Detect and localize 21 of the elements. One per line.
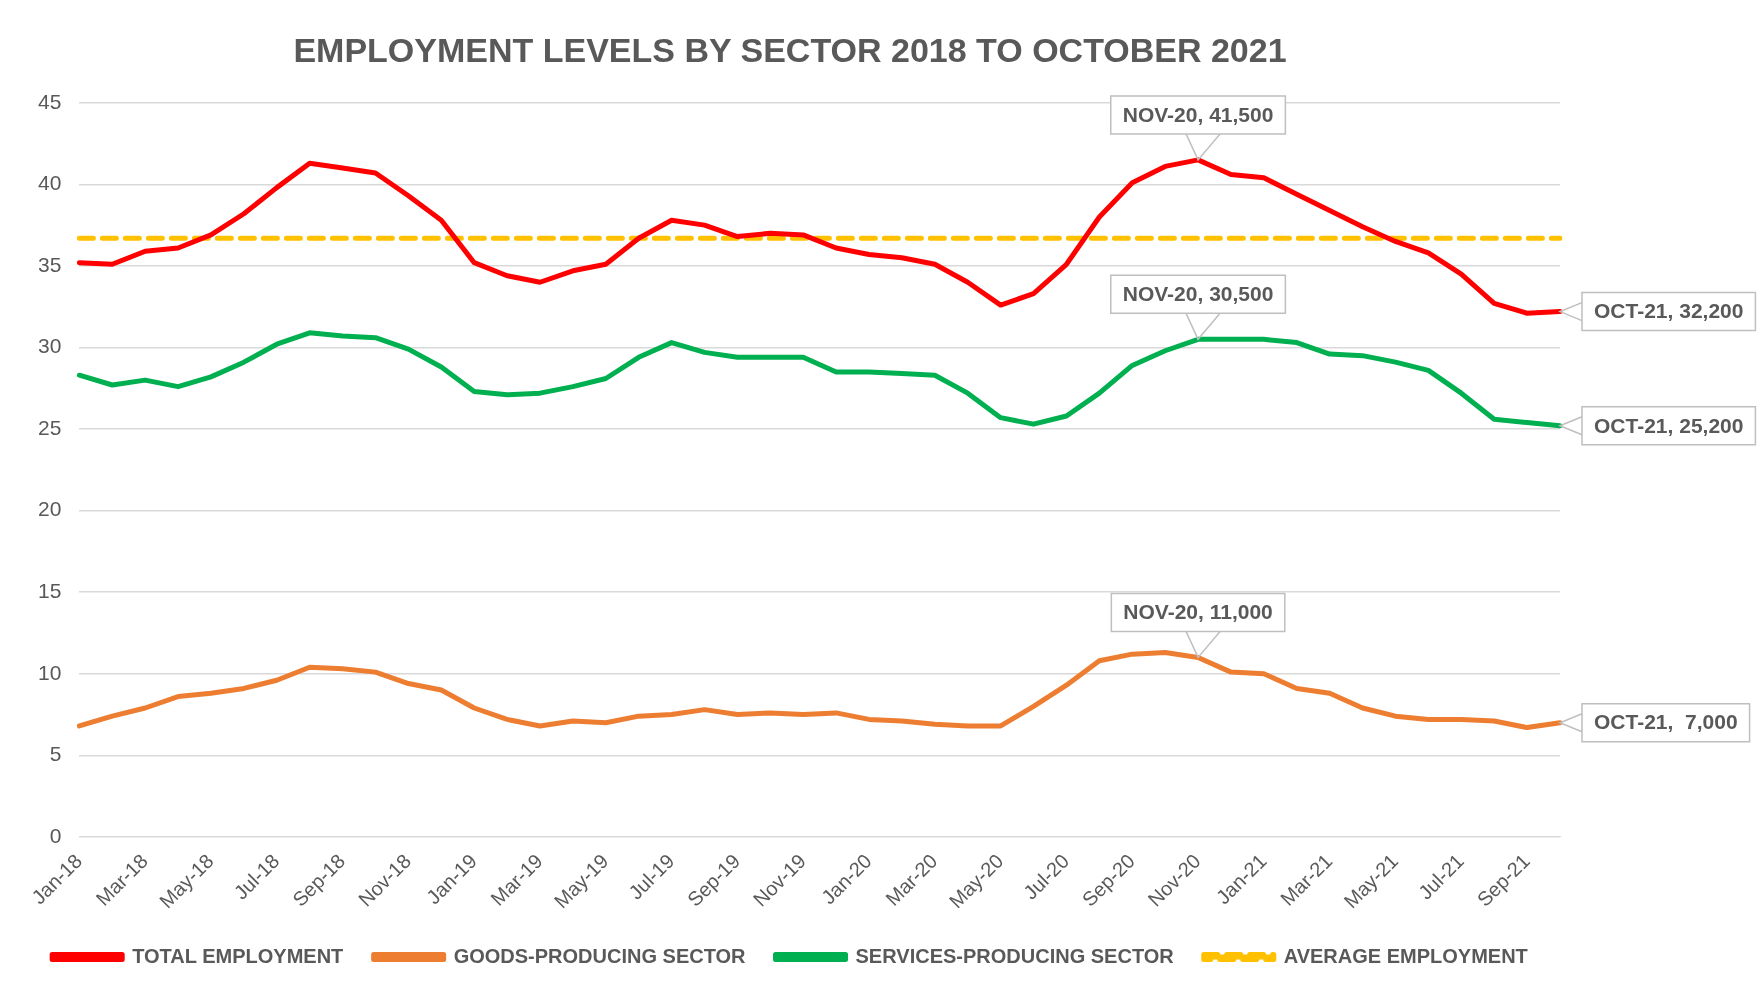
- legend-label: SERVICES-PRODUCING SECTOR: [855, 944, 1175, 967]
- data-label: NOV-20, 11,000: [1123, 600, 1273, 624]
- legend-label: GOODS-PRODUCING SECTOR: [453, 944, 747, 967]
- data-label: OCT-21, 25,200: [1594, 413, 1744, 437]
- legend-label: TOTAL EMPLOYMENT: [132, 944, 344, 967]
- y-tick-label: 30: [38, 334, 62, 358]
- y-tick-label: 40: [38, 171, 62, 195]
- chart-title: EMPLOYMENT LEVELS BY SECTOR 2018 TO OCTOBER 2021: [293, 30, 1287, 69]
- legend-label: AVERAGE EMPLOYMENT: [1283, 944, 1528, 967]
- data-label: NOV-20, 41,500: [1122, 102, 1274, 126]
- data-label: OCT-21, 32,200: [1594, 299, 1744, 323]
- y-tick-label: 5: [49, 742, 62, 766]
- y-tick-label: 10: [38, 660, 62, 684]
- y-tick-label: 25: [38, 415, 62, 439]
- data-label: NOV-20, 30,500: [1122, 282, 1274, 306]
- data-label: OCT-21, 7,000: [1594, 710, 1738, 734]
- y-tick-label: 35: [38, 252, 62, 276]
- y-tick-label: 15: [38, 578, 62, 602]
- y-tick-label: 45: [38, 89, 62, 113]
- y-tick-label: 20: [38, 497, 62, 521]
- y-tick-label: 0: [49, 823, 62, 847]
